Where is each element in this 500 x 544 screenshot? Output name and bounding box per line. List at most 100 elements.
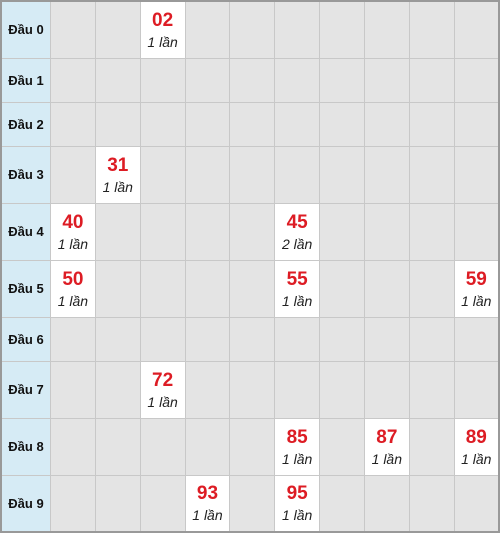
empty-cell [50, 474, 96, 533]
row-header: Đầu 0 [0, 0, 51, 59]
empty-cell [319, 101, 365, 147]
empty-cell [274, 101, 321, 147]
empty-cell [363, 259, 410, 318]
number: 50 [62, 268, 84, 290]
empty-cell [50, 101, 96, 147]
empty-cell [184, 0, 231, 59]
empty-cell [408, 57, 455, 103]
empty-cell [229, 360, 276, 419]
hit-cell: 95 1 lần [274, 474, 321, 533]
number: 45 [286, 211, 308, 233]
count: 1 lần [147, 393, 178, 410]
number: 59 [465, 268, 487, 290]
empty-cell [408, 0, 455, 59]
empty-cell [229, 145, 276, 204]
empty-cell [229, 57, 276, 103]
empty-cell [363, 0, 410, 59]
empty-cell [50, 360, 96, 419]
empty-cell [319, 202, 365, 261]
empty-cell [363, 101, 410, 147]
empty-cell [94, 57, 141, 103]
empty-cell [50, 145, 96, 204]
empty-cell [363, 145, 410, 204]
empty-cell [453, 57, 500, 103]
empty-cell [229, 0, 276, 59]
empty-cell [453, 202, 500, 261]
empty-cell [319, 316, 365, 362]
table-row: Đầu 9 93 1 lần 95 1 lần [0, 474, 500, 533]
empty-cell [453, 316, 500, 362]
empty-cell [184, 360, 231, 419]
empty-cell [408, 316, 455, 362]
empty-cell [139, 316, 186, 362]
row-header: Đầu 8 [0, 417, 51, 476]
empty-cell [229, 417, 276, 476]
empty-cell [453, 0, 500, 59]
empty-cell [229, 259, 276, 318]
number: 95 [286, 483, 308, 505]
empty-cell [408, 474, 455, 533]
table-row: Đầu 2 [0, 101, 500, 147]
empty-cell [363, 474, 410, 533]
hit-cell: 50 1 lần [50, 259, 96, 318]
empty-cell [94, 101, 141, 147]
empty-cell [408, 360, 455, 419]
row-header: Đầu 6 [0, 316, 51, 362]
empty-cell [94, 360, 141, 419]
count: 1 lần [147, 33, 178, 50]
empty-cell [94, 202, 141, 261]
number: 93 [196, 483, 219, 505]
table-row: Đầu 1 [0, 57, 500, 103]
empty-cell [363, 57, 410, 103]
hit-cell: 45 2 lần [274, 202, 321, 261]
empty-cell [408, 259, 455, 318]
table-row: Đầu 7 72 1 lần [0, 360, 500, 419]
empty-cell [408, 145, 455, 204]
count: 1 lần [461, 292, 492, 309]
empty-cell [319, 145, 365, 204]
empty-cell [184, 417, 231, 476]
number: 89 [465, 426, 487, 448]
empty-cell [274, 316, 321, 362]
empty-cell [319, 474, 365, 533]
empty-cell [184, 316, 231, 362]
empty-cell [274, 0, 321, 59]
empty-cell [453, 360, 500, 419]
empty-cell [50, 57, 96, 103]
table-row: Đầu 4 40 1 lần 45 2 lần [0, 202, 500, 261]
hit-cell: 59 1 lần [453, 259, 500, 318]
empty-cell [408, 101, 455, 147]
empty-cell [50, 316, 96, 362]
count: 1 lần [371, 450, 402, 467]
empty-cell [408, 202, 455, 261]
row-header: Đầu 7 [0, 360, 51, 419]
number: 40 [62, 211, 84, 233]
table-row: Đầu 5 50 1 lần 55 1 lần 59 1 lần [0, 259, 500, 318]
hit-cell: 02 1 lần [139, 0, 186, 59]
empty-cell [408, 417, 455, 476]
empty-cell [453, 101, 500, 147]
hit-cell: 31 1 lần [94, 145, 141, 204]
number: 02 [152, 9, 174, 31]
count: 1 lần [57, 235, 89, 252]
empty-cell [274, 145, 321, 204]
count: 1 lần [281, 450, 313, 467]
empty-cell [363, 202, 410, 261]
empty-cell [139, 417, 186, 476]
count: 1 lần [57, 292, 89, 309]
hit-cell: 55 1 lần [274, 259, 321, 318]
empty-cell [453, 474, 500, 533]
empty-cell [319, 57, 365, 103]
empty-cell [184, 101, 231, 147]
empty-cell [274, 57, 321, 103]
empty-cell [453, 145, 500, 204]
empty-cell [184, 145, 231, 204]
empty-cell [274, 360, 321, 419]
empty-cell [319, 0, 365, 59]
empty-cell [94, 316, 141, 362]
empty-cell [94, 417, 141, 476]
empty-cell [139, 57, 186, 103]
empty-cell [229, 316, 276, 362]
